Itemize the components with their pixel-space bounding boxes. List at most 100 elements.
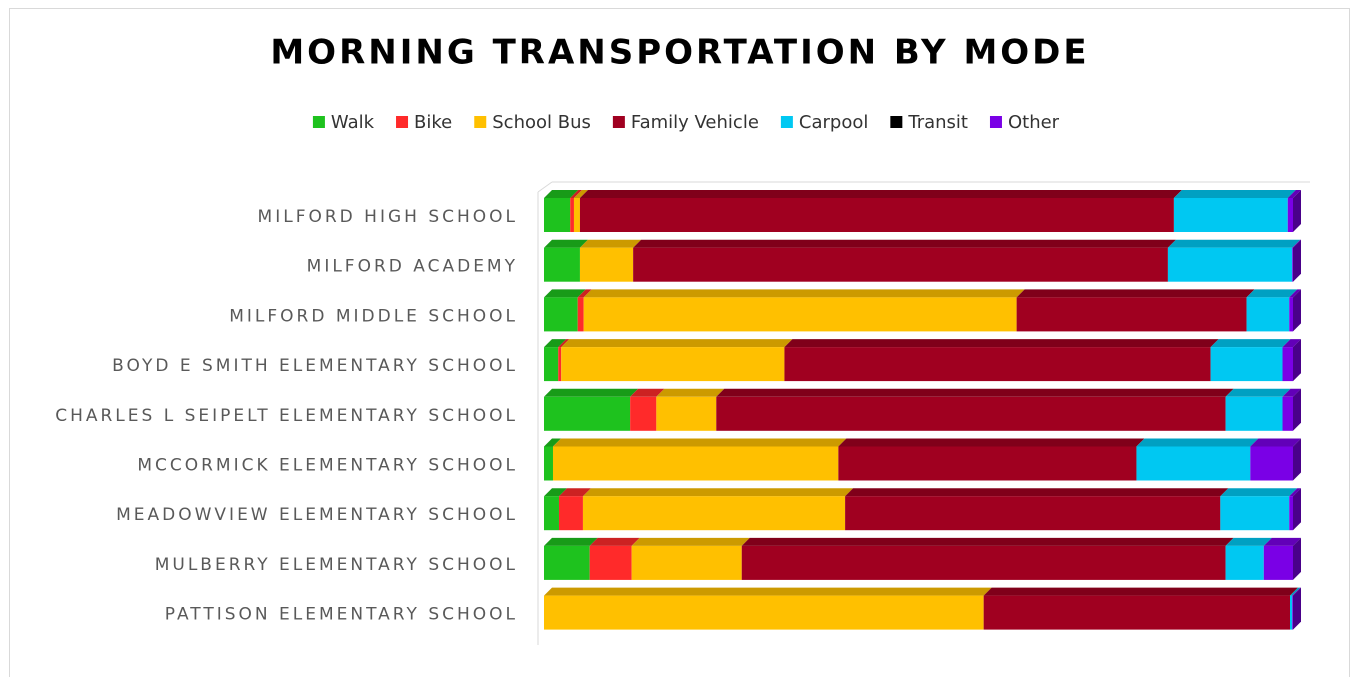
y-tick-label: PATTISON ELEMENTARY SCHOOL — [165, 605, 518, 625]
bar-segment — [1167, 247, 1293, 282]
bar-top — [570, 190, 582, 198]
legend-swatch — [989, 116, 1002, 128]
bar-top — [544, 239, 588, 248]
bar-segment — [544, 297, 578, 332]
bar-top — [630, 388, 665, 397]
y-tick-label: MILFORD MIDDLE SCHOOL — [229, 306, 518, 326]
bar-segment — [544, 595, 984, 630]
bar-top — [544, 190, 579, 198]
bar-segment — [1287, 198, 1293, 232]
bar-segment — [1282, 347, 1293, 382]
bar-segment — [838, 446, 1137, 481]
bar-top — [583, 289, 1025, 298]
bar-segment — [631, 545, 742, 580]
bar-segment — [579, 198, 1174, 232]
bar-top — [1016, 289, 1255, 298]
bar-top — [845, 488, 1229, 497]
bar-segment — [552, 446, 839, 481]
y-tick-label: MILFORD ACADEMY — [307, 257, 518, 277]
bar-side — [1293, 289, 1301, 332]
legend-swatch — [312, 116, 325, 128]
bar-top — [1225, 537, 1272, 546]
bar-top — [1263, 537, 1301, 546]
bar-segment — [1289, 496, 1293, 531]
bar-top — [579, 239, 642, 248]
bar-top — [1287, 190, 1301, 198]
legend-label: Other — [1008, 112, 1060, 133]
y-tick-label: CHARLES L SEIPELT ELEMENTARY SCHOOL — [55, 406, 518, 426]
bar-segment — [544, 496, 559, 531]
bar-segment — [1225, 396, 1283, 431]
legend-swatch — [474, 116, 487, 128]
bar-segment — [1220, 496, 1290, 531]
bar-segment — [1263, 545, 1293, 580]
bar-segment — [716, 396, 1226, 431]
legend-label: Transit — [907, 112, 968, 133]
legend-swatch — [780, 116, 793, 128]
bar-top — [544, 537, 598, 546]
bar-top — [544, 339, 567, 348]
bar-side — [1293, 388, 1301, 431]
legend-label: Carpool — [799, 112, 868, 133]
bar-segment — [1292, 247, 1293, 282]
bar-top — [1292, 239, 1301, 248]
bar-top — [1225, 388, 1291, 397]
bar-top — [589, 537, 640, 546]
bar-segment — [845, 496, 1221, 531]
bar-segment — [633, 247, 1168, 282]
legend-item: Bike — [396, 112, 452, 133]
bar-segment — [630, 396, 657, 431]
bar-segment — [1250, 446, 1293, 481]
bar-top — [1210, 339, 1291, 348]
bar-top — [1220, 488, 1298, 497]
legend-item: Transit — [890, 112, 968, 133]
bar-segment — [577, 297, 584, 332]
legend-label: Family Vehicle — [631, 112, 759, 133]
chart-title: MORNING TRANSPORTATION BY MODE — [270, 33, 1089, 73]
y-tick-label: BOYD E SMITH ELEMENTARY SCHOOL — [112, 356, 518, 376]
legend-item: School Bus — [474, 112, 591, 133]
bar-top — [1167, 239, 1301, 248]
y-tick-label: MULBERRY ELEMENTARY SCHOOL — [155, 555, 518, 575]
y-tick-label: MCCORMICK ELEMENTARY SCHOOL — [137, 456, 518, 476]
bar-side — [1293, 587, 1301, 630]
bar-top — [1290, 587, 1301, 596]
bar-top — [1250, 438, 1301, 447]
bar-segment — [1282, 396, 1293, 431]
bar-top — [633, 239, 1176, 248]
bar-segment — [544, 247, 580, 282]
wall-edge — [537, 181, 553, 193]
bar-segment — [579, 247, 634, 282]
bar-segment — [656, 396, 717, 431]
bar-segment — [544, 545, 590, 580]
legend-item: Other — [989, 112, 1060, 133]
bar-top — [983, 587, 1299, 596]
bar-segment — [1225, 545, 1264, 580]
bar-segment — [561, 347, 785, 382]
bar-side — [1293, 438, 1301, 481]
bar-top — [544, 488, 567, 497]
bar-top — [1246, 289, 1298, 298]
bar-top — [573, 190, 588, 198]
bar-top — [1289, 289, 1301, 298]
bar-side — [1293, 537, 1301, 580]
legend-swatch — [890, 116, 903, 128]
bar-side — [1293, 239, 1301, 282]
bar-segment — [544, 347, 559, 382]
bar-side — [1293, 190, 1301, 232]
bar-top — [1282, 339, 1301, 348]
bar-top — [552, 438, 847, 447]
bar-top — [544, 289, 586, 298]
bar-top — [561, 339, 793, 348]
y-tick-label: MEADOWVIEW ELEMENTARY SCHOOL — [116, 505, 518, 525]
bar-segment — [544, 198, 571, 232]
bar-segment — [741, 545, 1226, 580]
legend-label: Bike — [414, 112, 452, 133]
bar-segment — [544, 446, 553, 481]
bar-top — [741, 537, 1234, 546]
bar-segment — [573, 198, 580, 232]
bar-segment — [1136, 446, 1251, 481]
bar-top — [582, 488, 854, 497]
